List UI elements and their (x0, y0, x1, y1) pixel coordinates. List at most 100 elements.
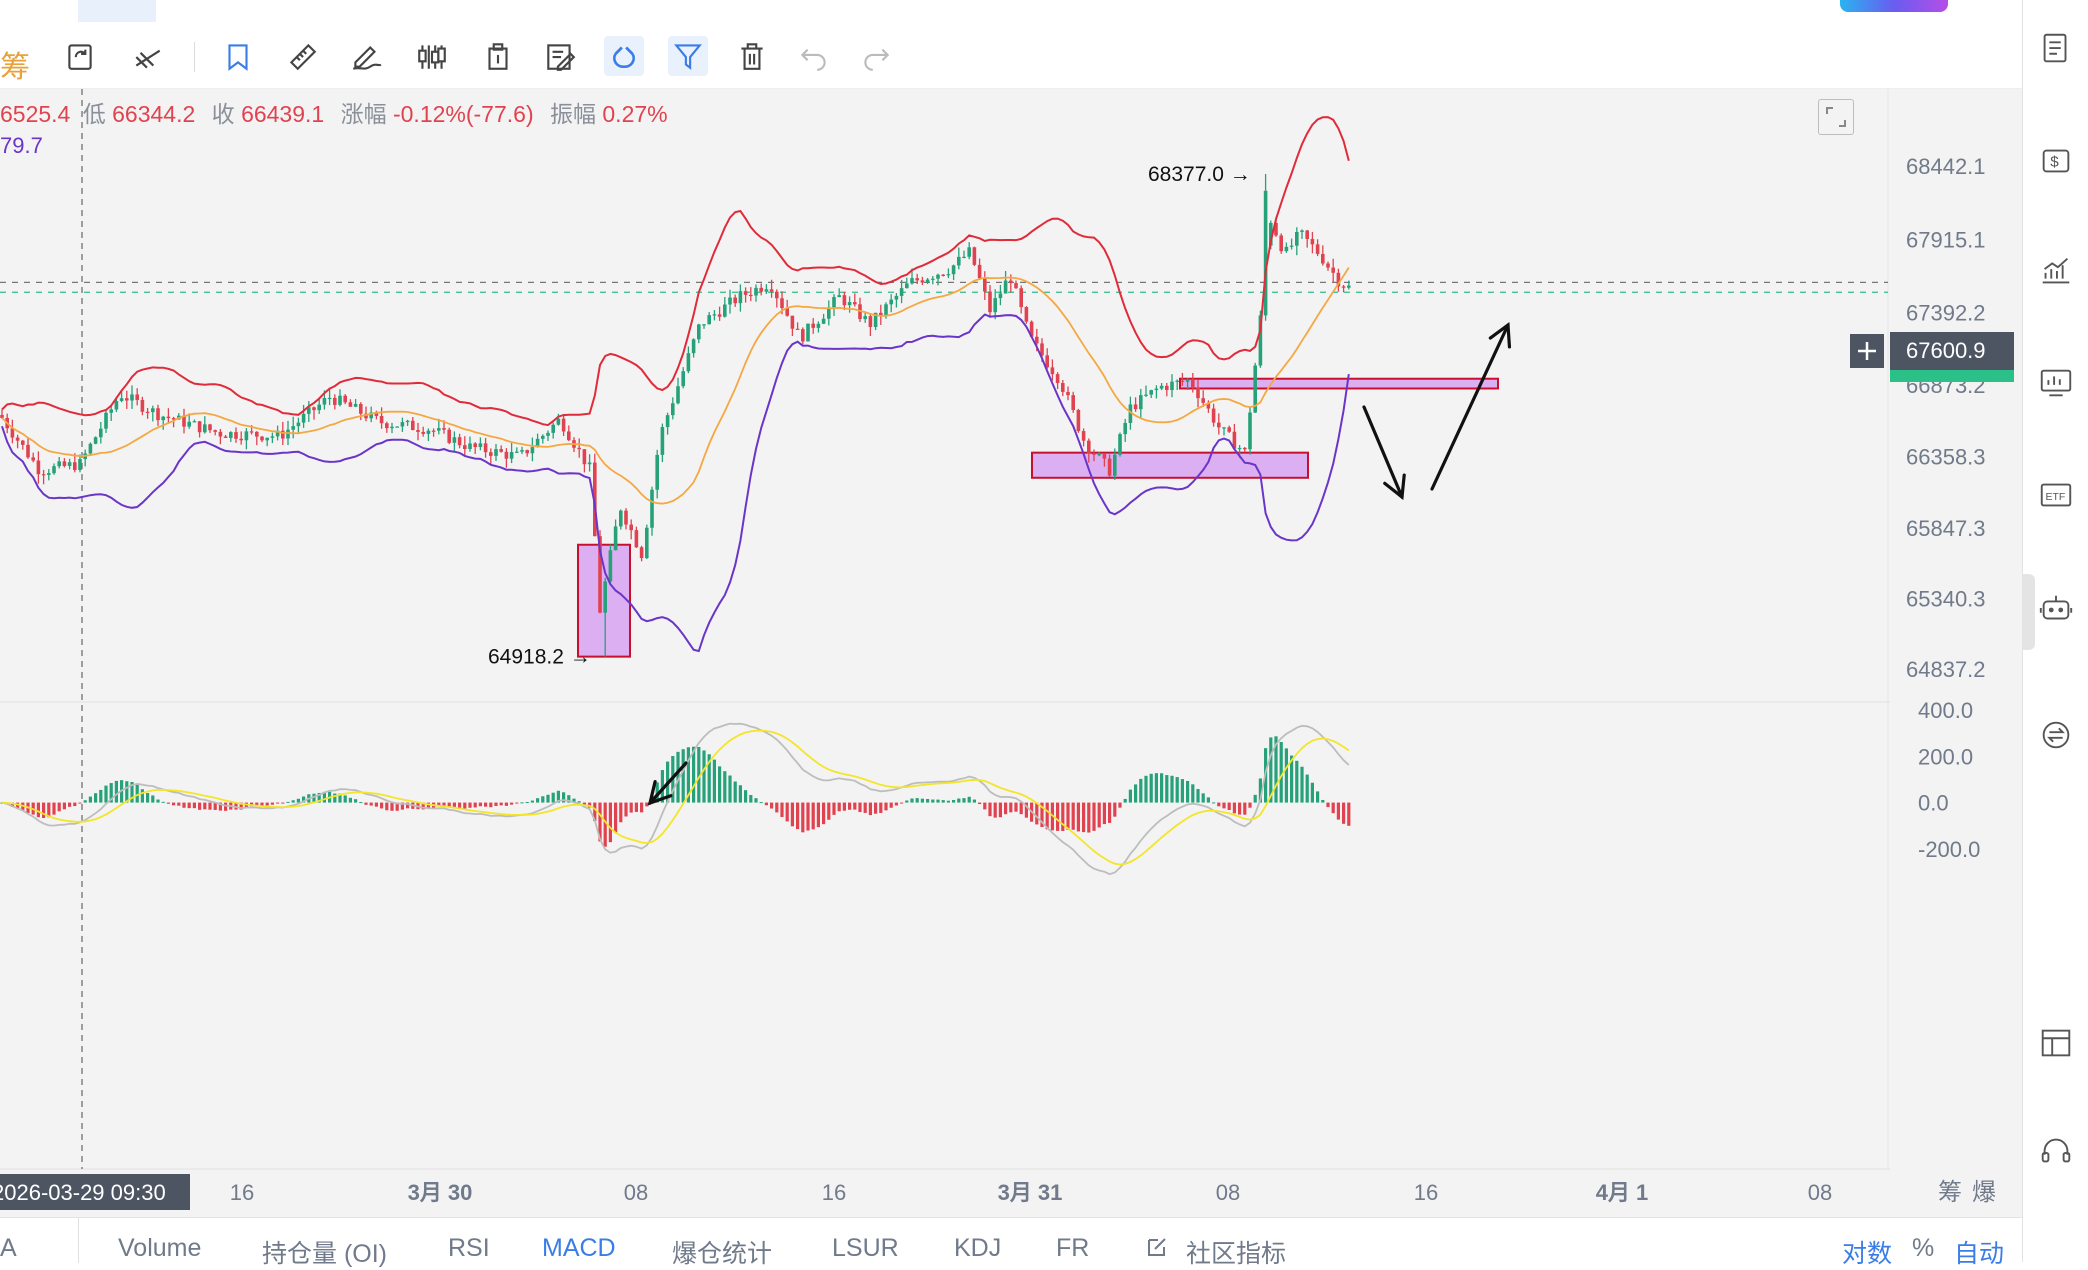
macd-histogram-bar (1274, 736, 1278, 803)
promo-button[interactable] (1840, 0, 1948, 12)
tab-macd[interactable]: MACD (542, 1234, 616, 1262)
candle-body (1113, 454, 1117, 476)
chip-toggle[interactable]: 筹 (1938, 1179, 1972, 1206)
macd-histogram-bar (754, 798, 758, 803)
ruler-tool[interactable] (282, 36, 322, 76)
macd-histogram-bar (260, 802, 264, 807)
candle-body (270, 436, 275, 438)
clipboard-tool[interactable] (478, 36, 518, 76)
tab-lsur[interactable]: LSUR (832, 1234, 899, 1262)
candle-body (707, 315, 711, 325)
tab-kdj[interactable]: KDJ (954, 1234, 1002, 1262)
candle-body (681, 371, 685, 387)
filter-tool[interactable] (668, 36, 708, 76)
headset-button[interactable] (2035, 1130, 2077, 1172)
candle-body (790, 315, 795, 329)
fullscreen-icon[interactable] (1818, 99, 1854, 135)
macd-histogram-bar (1212, 802, 1216, 804)
y-tick-label: 64837.2 (1906, 657, 1986, 682)
macd-histogram-bar (47, 802, 51, 818)
tab-community[interactable]: 社区指标 (1186, 1240, 1287, 1268)
x-tick-label: 16 (822, 1180, 846, 1205)
undo-tool[interactable] (794, 36, 834, 76)
candle-body (291, 426, 295, 430)
candle-body (868, 316, 873, 328)
candle-body (1326, 263, 1330, 268)
macd-histogram-bar (946, 800, 950, 803)
active-timeframe-tab[interactable] (78, 0, 156, 22)
macd-histogram-bar (634, 802, 638, 812)
candle-body (1087, 440, 1091, 454)
tab-rsi[interactable]: RSI (448, 1234, 490, 1262)
candle-body (421, 431, 425, 434)
crosshair-line-tool[interactable] (128, 36, 168, 76)
sidebar-collapse-handle[interactable] (2023, 574, 2035, 650)
add-alert-button[interactable] (1850, 334, 1884, 368)
macd-histogram-bar (1139, 778, 1143, 803)
candle-body (738, 291, 743, 304)
edit-indicator-icon[interactable] (1146, 1236, 1168, 1263)
tab-oi[interactable]: 持仓量 (OI) (262, 1240, 387, 1268)
trash-tool[interactable] (732, 36, 772, 76)
macd-histogram-bar (1186, 780, 1190, 803)
macd-histogram-bar (1160, 773, 1164, 803)
refresh-square-tool[interactable] (60, 36, 100, 76)
macd-histogram-bar (317, 792, 321, 803)
document-button[interactable] (2035, 28, 2077, 70)
candle-body (499, 449, 503, 452)
macd-histogram-bar (551, 792, 555, 803)
candle-body (489, 452, 493, 456)
candle-body (374, 412, 379, 417)
legend-high-value: 6525.4 (0, 101, 71, 127)
monitor-chart-button[interactable] (2035, 362, 2077, 404)
tab-a[interactable]: A (0, 1234, 17, 1262)
macd-histogram-bar (941, 800, 945, 803)
candle-body (140, 399, 145, 412)
candle-body (941, 274, 945, 276)
candle-body (1055, 374, 1060, 384)
macd-histogram-bar (1316, 791, 1320, 803)
chip-distribution-glyph[interactable]: 筹 (0, 50, 30, 85)
macd-histogram-bar (536, 798, 540, 803)
candle-body (863, 316, 867, 320)
trend-chart-button[interactable] (2035, 250, 2077, 292)
support-zone (1031, 451, 1309, 479)
dollar-tag-button[interactable]: $ (2035, 140, 2077, 182)
candle-body (551, 424, 555, 433)
candle-body (281, 430, 285, 439)
log-scale-toggle[interactable]: 对数 (1842, 1240, 1893, 1268)
robot-button[interactable] (2035, 588, 2077, 630)
candle-body (1258, 315, 1263, 366)
candles-tool[interactable] (412, 36, 452, 76)
macd-histogram-bar (276, 802, 280, 804)
legend-amp-label: 振幅 (550, 101, 596, 127)
candle-body (759, 287, 763, 292)
macd-histogram-bar (1321, 799, 1325, 803)
auto-scale-toggle[interactable]: 自动 (1954, 1240, 2005, 1268)
candle-body (1050, 367, 1055, 375)
etf-button[interactable]: ETF (2035, 474, 2077, 516)
tab-volume[interactable]: Volume (118, 1234, 202, 1262)
edit-note-tool[interactable] (540, 36, 580, 76)
macd-histogram-bar (52, 802, 56, 815)
redo-tool[interactable] (856, 36, 896, 76)
bookmark-tool[interactable] (218, 36, 258, 76)
candle-body (821, 318, 826, 324)
price-chart[interactable]: 68442.167915.167392.266873.266358.365847… (0, 89, 2022, 1217)
pen-wave-tool[interactable] (346, 36, 386, 76)
macd-histogram-bar (218, 802, 222, 811)
magnet-tool[interactable] (604, 36, 644, 76)
tab-liquidation[interactable]: 爆仓统计 (672, 1240, 773, 1268)
percent-scale-toggle[interactable]: % (1912, 1234, 1935, 1262)
macd-histogram-bar (504, 802, 508, 806)
swap-circle-button[interactable] (2035, 714, 2077, 756)
liquidation-toggle[interactable]: 爆 (1972, 1179, 2006, 1206)
chart-area[interactable]: 68442.1 67915.1 67392.2 66873.2 66358.3 65847… (0, 89, 2022, 1217)
macd-histogram-bar (1004, 802, 1008, 815)
macd-histogram-bar (354, 799, 358, 803)
layout-button[interactable] (2035, 1022, 2077, 1064)
macd-histogram-bar (993, 802, 997, 818)
macd-histogram-bar (608, 802, 612, 843)
tab-fr[interactable]: FR (1056, 1234, 1090, 1262)
candle-body (166, 416, 171, 419)
